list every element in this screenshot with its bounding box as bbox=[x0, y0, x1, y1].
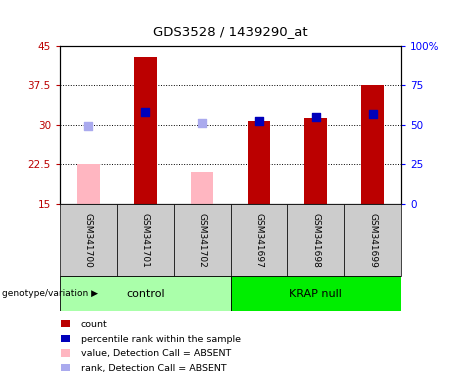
Bar bbox=[287, 204, 344, 276]
Text: control: control bbox=[126, 289, 165, 299]
Bar bbox=[191, 172, 213, 204]
Bar bbox=[117, 204, 174, 276]
Bar bbox=[344, 204, 401, 276]
Bar bbox=[61, 320, 70, 328]
Text: KRAP null: KRAP null bbox=[290, 289, 342, 299]
Bar bbox=[248, 121, 270, 204]
Bar bbox=[60, 276, 230, 311]
Point bbox=[312, 114, 319, 120]
Bar bbox=[230, 204, 287, 276]
Text: rank, Detection Call = ABSENT: rank, Detection Call = ABSENT bbox=[81, 364, 226, 373]
Bar bbox=[304, 118, 327, 204]
Text: GSM341701: GSM341701 bbox=[141, 213, 150, 267]
Bar bbox=[60, 204, 117, 276]
Text: GSM341702: GSM341702 bbox=[198, 213, 207, 267]
Text: value, Detection Call = ABSENT: value, Detection Call = ABSENT bbox=[81, 349, 231, 358]
Bar bbox=[134, 56, 157, 204]
Bar bbox=[61, 349, 70, 357]
Text: percentile rank within the sample: percentile rank within the sample bbox=[81, 334, 241, 344]
Text: GSM341698: GSM341698 bbox=[311, 213, 320, 267]
Text: genotype/variation ▶: genotype/variation ▶ bbox=[2, 289, 98, 298]
Text: GSM341699: GSM341699 bbox=[368, 213, 377, 267]
Point bbox=[255, 118, 263, 124]
Bar bbox=[61, 364, 70, 371]
Point bbox=[369, 111, 376, 118]
Bar bbox=[61, 334, 70, 342]
Text: count: count bbox=[81, 320, 107, 329]
Text: GSM341697: GSM341697 bbox=[254, 213, 263, 267]
Text: GSM341700: GSM341700 bbox=[84, 213, 93, 267]
Bar bbox=[174, 204, 230, 276]
Bar bbox=[230, 276, 401, 311]
Bar bbox=[361, 86, 384, 204]
Text: GDS3528 / 1439290_at: GDS3528 / 1439290_at bbox=[153, 25, 308, 38]
Point bbox=[85, 123, 92, 129]
Bar bbox=[77, 164, 100, 204]
Point bbox=[142, 109, 149, 115]
Point bbox=[198, 120, 206, 126]
